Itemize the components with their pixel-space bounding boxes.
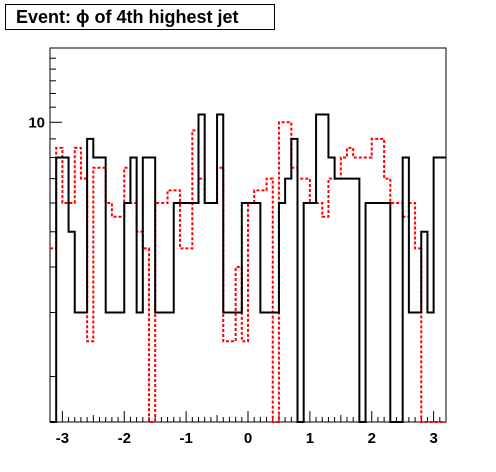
x-tick-label: -1: [179, 430, 192, 447]
chart-title: Event: ϕ of 4th highest jet: [16, 6, 239, 27]
x-tick-label: 1: [306, 430, 314, 447]
x-tick-label: -2: [118, 430, 131, 447]
axis-labels: -3 -2 -1 0 1 2 3 10: [28, 114, 437, 447]
x-tick-label: 2: [368, 430, 376, 447]
histogram-series-black-solid: [50, 113, 446, 423]
histogram-series: [50, 113, 446, 423]
chart-title-box: Event: ϕ of 4th highest jet: [5, 4, 275, 30]
axis-ticks: [49, 47, 447, 422]
x-tick-label: -3: [56, 430, 69, 447]
y-tick-label: 10: [28, 114, 45, 131]
x-tick-label: 0: [244, 430, 252, 447]
histogram-series-red-dotted: [50, 121, 446, 423]
x-tick-label: 3: [429, 430, 437, 447]
